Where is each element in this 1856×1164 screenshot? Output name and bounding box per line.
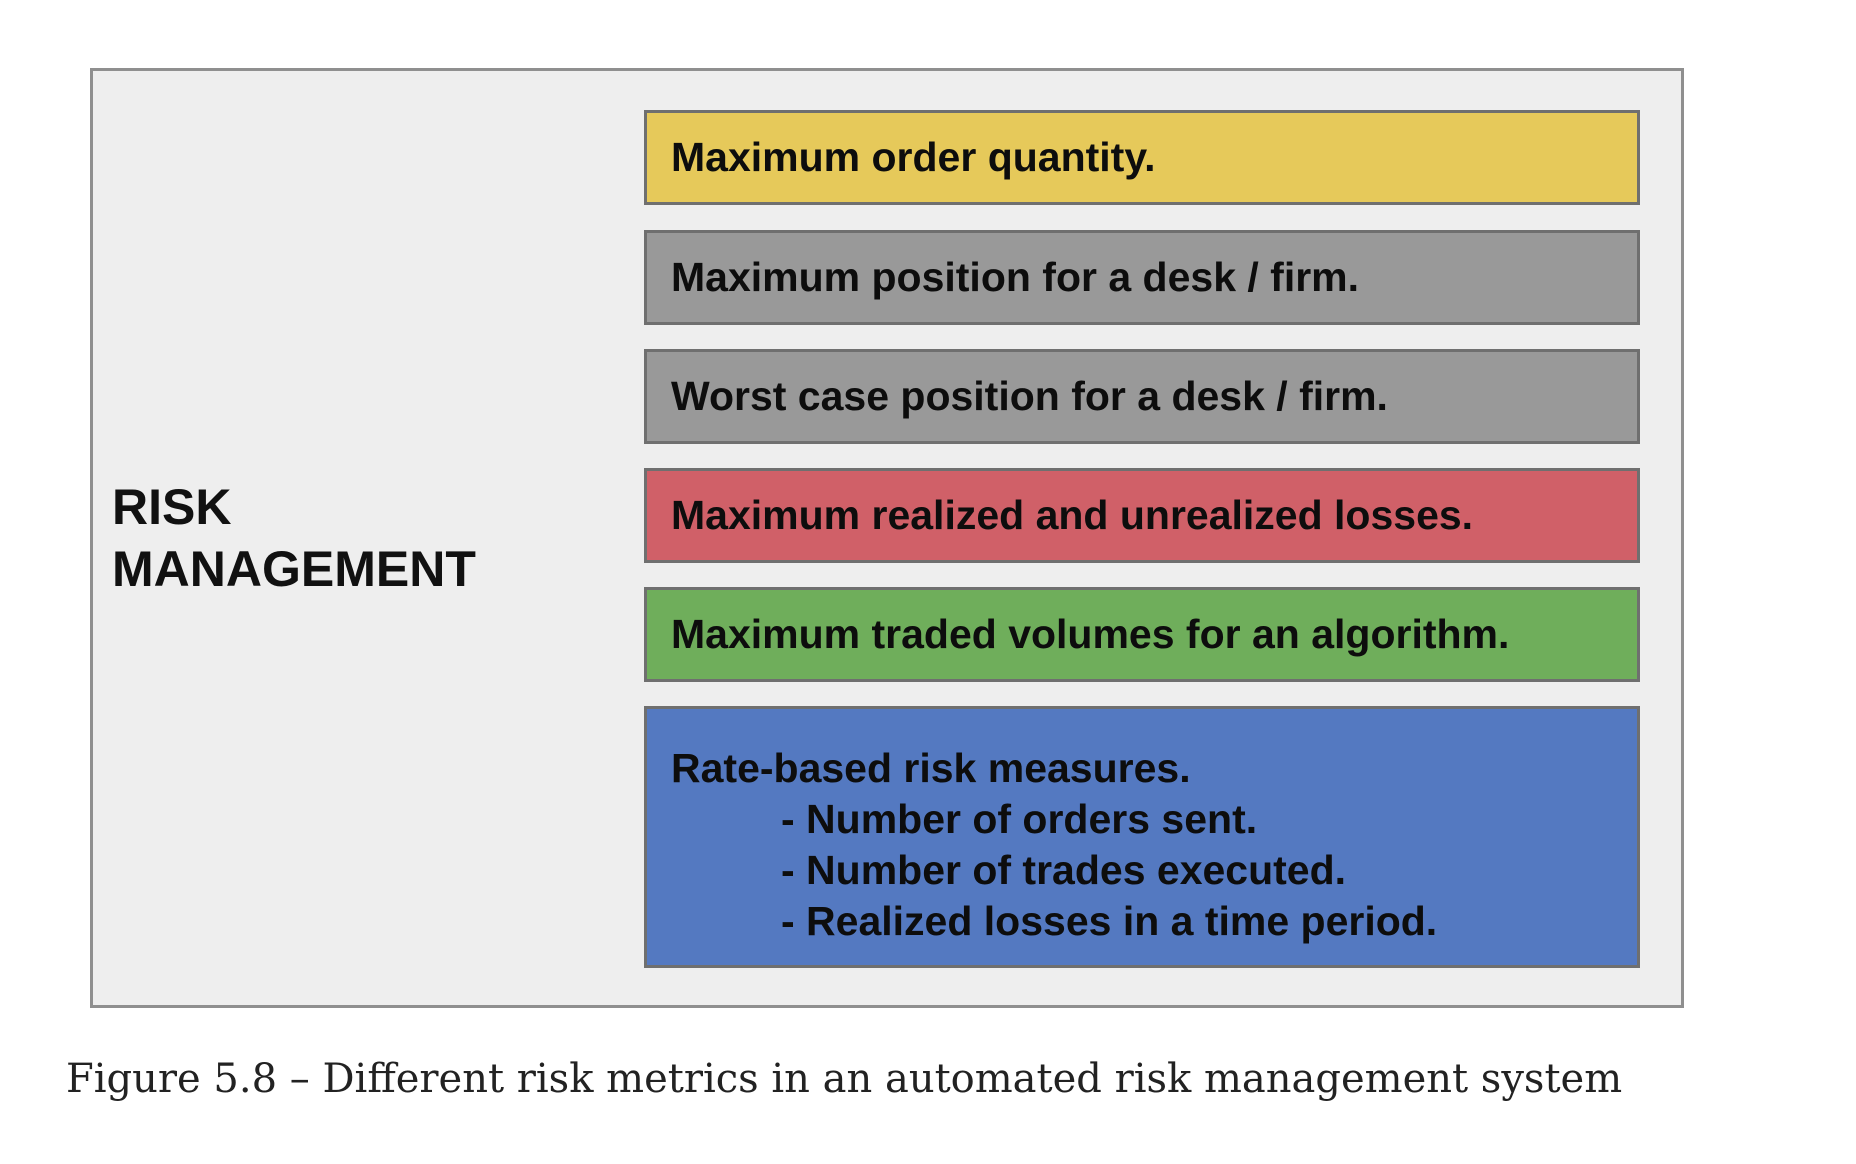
title-line-1: RISK <box>112 479 232 535</box>
metric-max-losses: Maximum realized and unrealized losses. <box>644 468 1640 563</box>
title-line-2: MANAGEMENT <box>112 541 476 597</box>
figure-caption: Figure 5.8 – Different risk metrics in a… <box>66 1056 1623 1102</box>
metric-max-order-quantity: Maximum order quantity. <box>644 110 1640 205</box>
diagram-title: RISK MANAGEMENT <box>112 476 572 600</box>
metric-max-position: Maximum position for a desk / firm. <box>644 230 1640 325</box>
rate-subitem-realized-losses: - Realized losses in a time period. <box>781 898 1438 944</box>
rate-based-heading: Rate-based risk measures. <box>671 745 1191 791</box>
rate-subitem-orders-sent: - Number of orders sent. <box>781 796 1258 842</box>
metric-max-traded-volumes: Maximum traded volumes for an algorithm. <box>644 587 1640 682</box>
metric-worst-case-position: Worst case position for a desk / firm. <box>644 349 1640 444</box>
metric-rate-based-measures: Rate-based risk measures. - Number of or… <box>644 706 1640 968</box>
rate-subitem-trades-executed: - Number of trades executed. <box>781 847 1347 893</box>
